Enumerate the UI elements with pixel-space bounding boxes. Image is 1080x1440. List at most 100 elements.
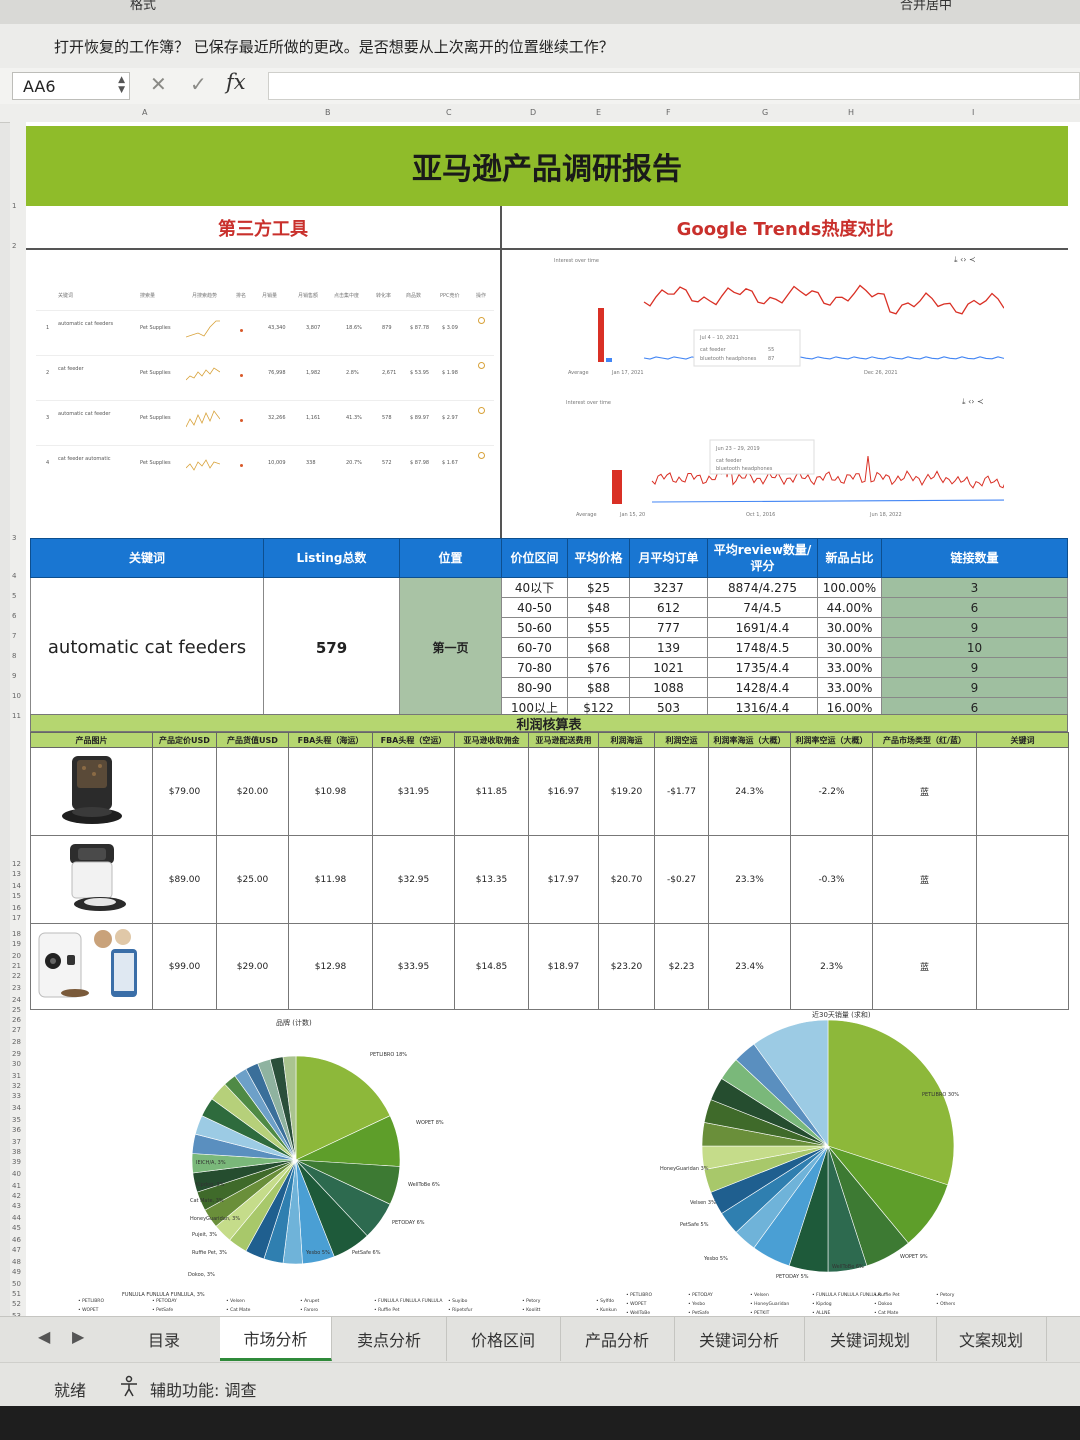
sheet-tab-toc[interactable]: 目录: [108, 1317, 221, 1361]
column-header[interactable]: E: [596, 108, 602, 117]
column-header[interactable]: C: [446, 108, 452, 117]
fba-fee-cell[interactable]: $17.97: [528, 835, 599, 924]
section-header-trends[interactable]: Google Trends热度对比: [502, 208, 1068, 250]
price-cell[interactable]: $79.00: [152, 747, 217, 836]
row-header[interactable]: 46: [12, 1236, 21, 1244]
margin-sea-cell[interactable]: 23.4%: [708, 923, 791, 1010]
column-header[interactable]: B: [325, 108, 331, 117]
row-header[interactable]: 9: [12, 672, 17, 680]
column-header[interactable]: F: [666, 108, 671, 117]
market-type-cell[interactable]: 蓝: [872, 747, 977, 836]
row-header[interactable]: 22: [12, 972, 21, 980]
action-icon[interactable]: [478, 452, 485, 459]
position-cell[interactable]: 第一页: [399, 577, 502, 718]
link-count-cell[interactable]: 10: [881, 637, 1068, 658]
row-header[interactable]: 47: [12, 1246, 21, 1254]
monthly-orders-cell[interactable]: 3237: [629, 577, 708, 598]
confirm-icon[interactable]: ✓: [190, 72, 207, 96]
header-review[interactable]: 平均review数量/评分: [707, 538, 818, 578]
tool-row[interactable]: 1 automatic cat feeders Pet Supplies 43,340…: [36, 310, 494, 355]
row-header[interactable]: 37: [12, 1138, 21, 1146]
row-header[interactable]: 51: [12, 1290, 21, 1298]
new-ratio-cell[interactable]: 33.00%: [817, 657, 882, 678]
header-margin-air[interactable]: 利润率空运（大概）: [790, 732, 873, 748]
margin-air-cell[interactable]: 2.3%: [790, 923, 873, 1010]
margin-sea-cell[interactable]: 23.3%: [708, 835, 791, 924]
header-market-type[interactable]: 产品市场类型（红/蓝）: [872, 732, 977, 748]
new-ratio-cell[interactable]: 100.00%: [817, 577, 882, 598]
monthly-orders-cell[interactable]: 612: [629, 597, 708, 618]
profit-table-title-cell[interactable]: 利润核算表: [30, 714, 1068, 733]
column-header[interactable]: D: [530, 108, 537, 117]
row-header[interactable]: 50: [12, 1280, 21, 1288]
third-party-tool-image[interactable]: 关键词 搜索量 月搜索趋势 排名 月销量 月销售额 点击集中度 转化率 商品数 …: [36, 286, 494, 514]
profit-sea-cell[interactable]: $23.20: [598, 923, 655, 1010]
header-new-ratio[interactable]: 新品占比: [817, 538, 882, 578]
header-avg-price[interactable]: 平均价格: [567, 538, 630, 578]
avg-price-cell[interactable]: $25: [567, 577, 630, 598]
google-trends-image[interactable]: ⤓ ‹› ≺ ⤓ ‹› ≺ Interest over time Jul 4 – …: [554, 250, 1015, 536]
fba-sea-cell[interactable]: $10.98: [288, 747, 373, 836]
header-price[interactable]: 产品定价USD: [152, 732, 217, 748]
fba-air-cell[interactable]: $33.95: [372, 923, 455, 1010]
pie1-slice-others[interactable]: [282, 1055, 297, 1161]
avg-price-cell[interactable]: $48: [567, 597, 630, 618]
fba-air-cell[interactable]: $32.95: [372, 835, 455, 924]
next-sheet-icon[interactable]: ▶: [72, 1327, 85, 1346]
row-header[interactable]: 45: [12, 1224, 21, 1232]
link-count-cell[interactable]: 6: [881, 597, 1068, 618]
sheet-tab-copy-planning[interactable]: 文案规划: [936, 1317, 1047, 1361]
header-keyword[interactable]: 关键词: [976, 732, 1069, 748]
row-header[interactable]: 39: [12, 1158, 21, 1166]
pie-charts-svg[interactable]: PETLIBRO 18% WOPET 8% WellToBe 6% PETODAY 6…: [26, 1014, 1068, 1326]
tool-row[interactable]: 4 cat feeder automatic Pet Supplies 10,009 3…: [36, 445, 494, 490]
sheet-tab-keyword-planning[interactable]: 关键词规划: [804, 1317, 937, 1361]
fba-fee-cell[interactable]: $18.97: [528, 923, 599, 1010]
keyword-cell[interactable]: [976, 747, 1069, 836]
row-header[interactable]: 29: [12, 1050, 21, 1058]
cost-cell[interactable]: $29.00: [216, 923, 289, 1010]
market-type-cell[interactable]: 蓝: [872, 835, 977, 924]
profit-sea-cell[interactable]: $19.20: [598, 747, 655, 836]
insert-function-button[interactable]: fx: [226, 70, 246, 94]
header-profit-sea[interactable]: 利润海运: [598, 732, 655, 748]
action-icon[interactable]: [478, 317, 485, 324]
avg-price-cell[interactable]: $88: [567, 677, 630, 698]
sheet-tab-market-analysis[interactable]: 市场分析: [220, 1317, 332, 1361]
row-header[interactable]: 38: [12, 1148, 21, 1156]
sheet-tab-product-analysis[interactable]: 产品分析: [560, 1317, 675, 1361]
new-ratio-cell[interactable]: 33.00%: [817, 677, 882, 698]
header-link-count[interactable]: 链接数量: [881, 538, 1068, 578]
cancel-icon[interactable]: ✕: [150, 72, 167, 96]
row-header[interactable]: 33: [12, 1092, 21, 1100]
row-header[interactable]: 23: [12, 984, 21, 992]
product-image-cell[interactable]: [30, 835, 153, 924]
monthly-orders-cell[interactable]: 503: [629, 697, 708, 718]
new-ratio-cell[interactable]: 30.00%: [817, 617, 882, 638]
review-cell[interactable]: 1316/4.4: [707, 697, 818, 718]
margin-air-cell[interactable]: -0.3%: [790, 835, 873, 924]
row-header[interactable]: 31: [12, 1072, 21, 1080]
row-header[interactable]: 18: [12, 930, 21, 938]
row-header[interactable]: 34: [12, 1104, 21, 1112]
row-header[interactable]: 28: [12, 1038, 21, 1046]
cost-cell[interactable]: $25.00: [216, 835, 289, 924]
row-header[interactable]: 1: [12, 202, 17, 210]
status-accessibility[interactable]: 辅助功能: 调查: [150, 1381, 257, 1400]
column-header[interactable]: A: [142, 108, 148, 117]
new-ratio-cell[interactable]: 44.00%: [817, 597, 882, 618]
pie1-slice-petlibro[interactable]: [295, 1055, 391, 1161]
header-fba-sea[interactable]: FBA头程（海运）: [288, 732, 373, 748]
format-button[interactable]: 格式: [130, 0, 157, 13]
commission-cell[interactable]: $13.35: [454, 835, 529, 924]
new-ratio-cell[interactable]: 30.00%: [817, 637, 882, 658]
profit-sea-cell[interactable]: $20.70: [598, 835, 655, 924]
row-header[interactable]: 26: [12, 1016, 21, 1024]
commission-cell[interactable]: $14.85: [454, 923, 529, 1010]
product-image-cell[interactable]: [30, 747, 153, 836]
link-count-cell[interactable]: 9: [881, 617, 1068, 638]
price-cell[interactable]: $89.00: [152, 835, 217, 924]
avg-price-cell[interactable]: $76: [567, 657, 630, 678]
listing-total-cell[interactable]: 579: [263, 577, 400, 718]
row-header[interactable]: 42: [12, 1192, 21, 1200]
